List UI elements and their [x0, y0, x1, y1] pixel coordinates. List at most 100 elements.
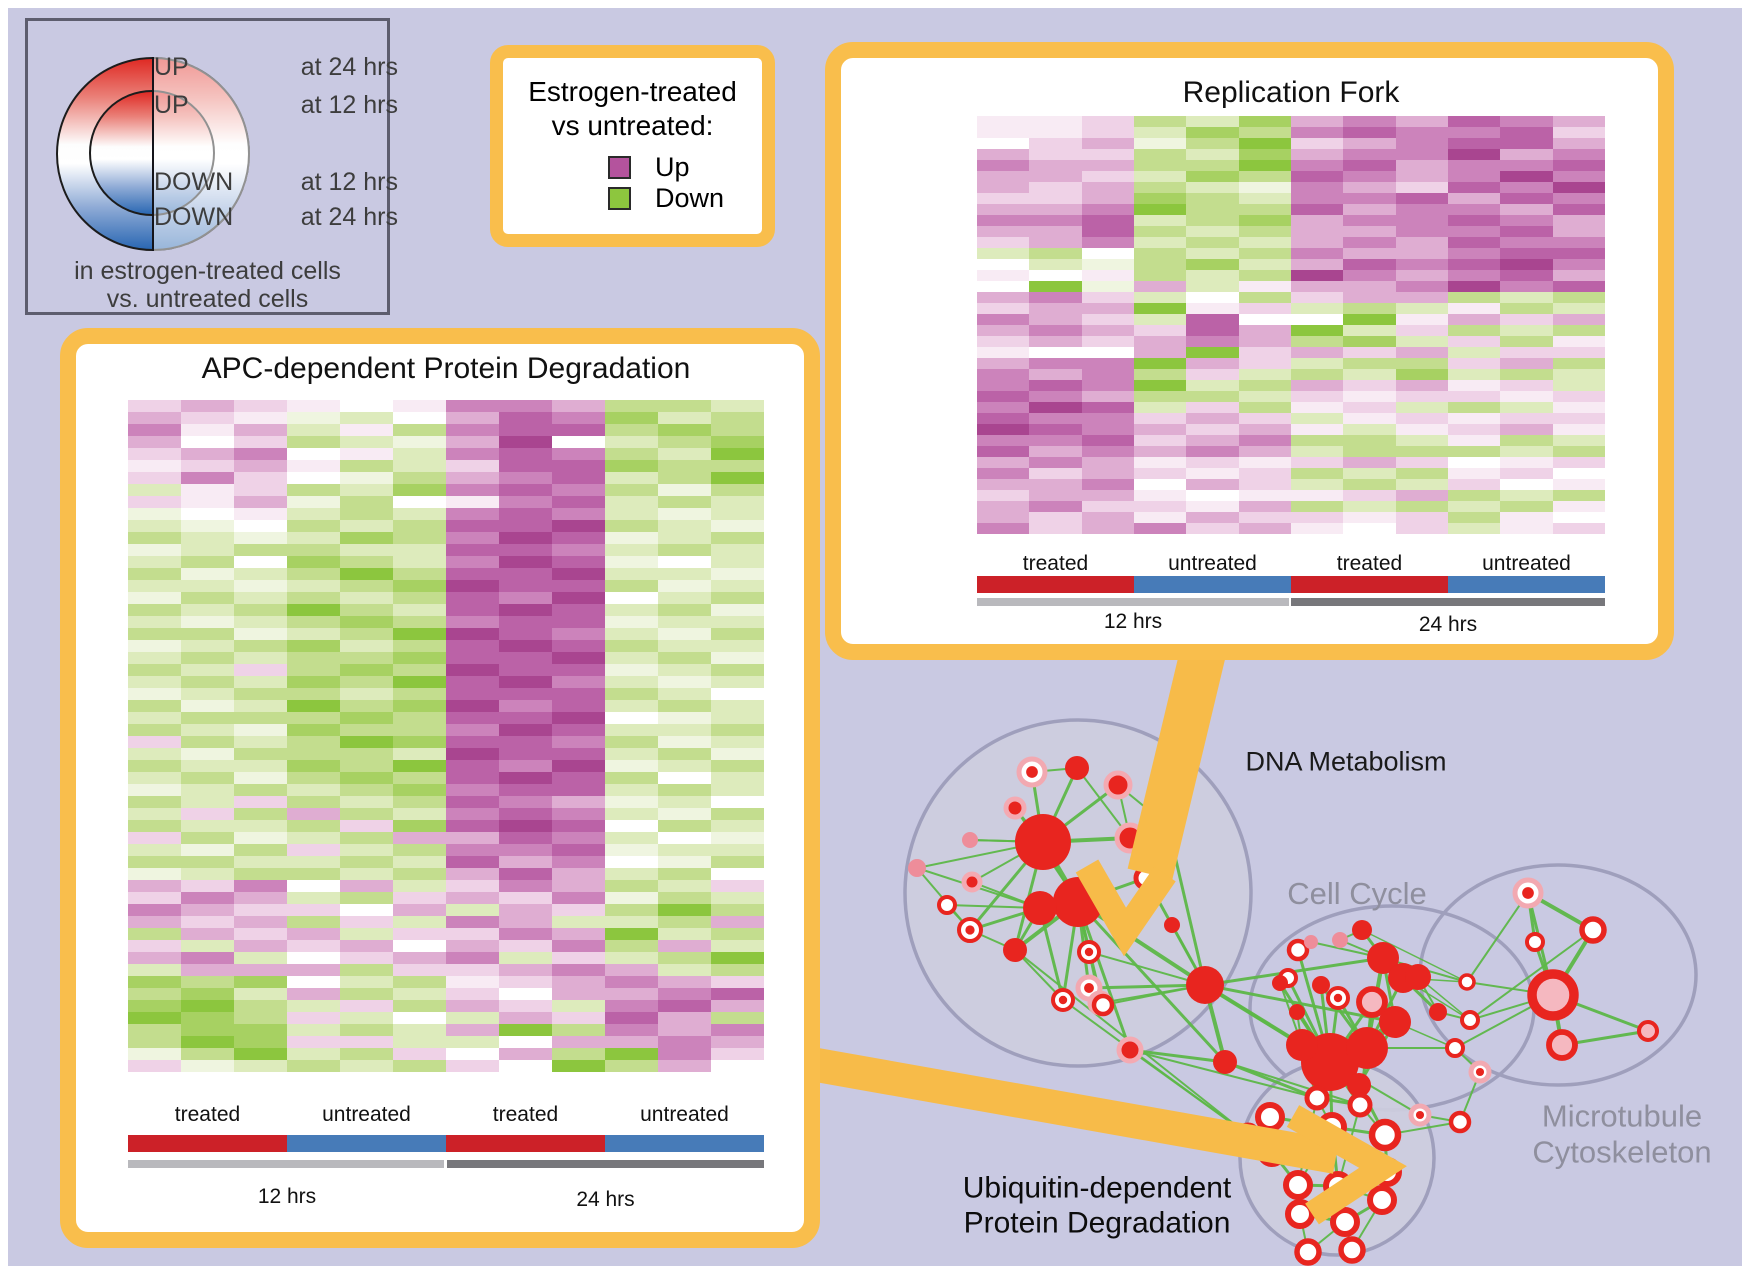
heatmap-cell — [552, 1036, 605, 1048]
heatmap-cell — [1081, 347, 1134, 358]
heatmap-cell — [181, 616, 234, 628]
heatmap-cell — [234, 604, 287, 616]
heatmap-cell — [234, 616, 287, 628]
heatmap-cell — [552, 988, 605, 1000]
heatmap-cell — [393, 448, 446, 460]
heatmap-cell — [1186, 259, 1239, 270]
heatmap-cell — [1133, 512, 1187, 523]
heatmap-cell — [446, 1048, 499, 1060]
heatmap-cell — [1133, 127, 1187, 138]
heatmap-cell — [287, 928, 340, 940]
heatmap-cell — [181, 820, 234, 832]
heatmap-cell — [499, 556, 552, 568]
heatmap-cell — [128, 400, 181, 412]
heatmap-cell — [977, 523, 1030, 534]
heatmap-cell — [977, 149, 1030, 160]
heatmap-cell — [1500, 402, 1553, 413]
heatmap-cell — [711, 952, 764, 964]
heatmap-cell — [658, 1000, 711, 1012]
heatmap-cell — [1029, 259, 1082, 270]
heatmap-cell — [1029, 413, 1082, 424]
time-label-12hrs: 12 hrs — [257, 1185, 317, 1208]
heatmap-cell — [552, 664, 605, 676]
heatmap-cell — [393, 1048, 446, 1060]
heatmap-cell — [605, 532, 658, 544]
heatmap-cell — [499, 664, 552, 676]
heatmap-cell — [1133, 314, 1187, 325]
heatmap-cell — [605, 580, 658, 592]
heatmap-cell — [234, 988, 287, 1000]
heatmap-cell — [658, 556, 711, 568]
heatmap-cell — [1238, 314, 1291, 325]
heatmap-cell — [1029, 523, 1082, 534]
heatmap-cell — [446, 1036, 499, 1048]
heatmap-cell — [499, 736, 552, 748]
heatmap-cell — [977, 380, 1030, 391]
heatmap-cell — [499, 880, 552, 892]
heatmap-cell — [287, 844, 340, 856]
heatmap-cell — [658, 616, 711, 628]
heatmap-cell — [977, 347, 1030, 358]
heatmap-cell — [181, 604, 234, 616]
heatmap-cell — [1081, 501, 1134, 512]
heatmap-cell — [446, 748, 499, 760]
heatmap-cell — [499, 532, 552, 544]
heatmap-cell — [658, 532, 711, 544]
heatmap-cell — [234, 688, 287, 700]
heatmap-cell — [1133, 435, 1187, 446]
heatmap-cell — [605, 676, 658, 688]
heatmap-cell — [711, 640, 764, 652]
heatmap-cell — [1500, 226, 1553, 237]
heatmap-cell — [1133, 215, 1187, 226]
heatmap-cell — [552, 472, 605, 484]
heatmap-cell — [711, 652, 764, 664]
heatmap-cell — [711, 700, 764, 712]
heatmap-cell — [658, 1048, 711, 1060]
cluster-label-text: Cell Cycle — [1287, 876, 1427, 912]
heatmap-cell — [552, 484, 605, 496]
heatmap-cell — [1395, 127, 1448, 138]
heatmap-cell — [1552, 457, 1605, 468]
heatmap-cell — [711, 760, 764, 772]
heatmap-cell — [1395, 292, 1448, 303]
heatmap-cell — [234, 484, 287, 496]
heatmap-cell — [1500, 501, 1553, 512]
heatmap-cell — [499, 904, 552, 916]
heatmap-cell — [1186, 402, 1239, 413]
heatmap-cell — [552, 964, 605, 976]
heatmap-cell — [287, 1024, 340, 1036]
heatmap-cell — [605, 820, 658, 832]
heatmap-cell — [340, 1060, 393, 1072]
heatmap-cell — [1552, 501, 1605, 512]
heatmap-cell — [658, 1060, 711, 1072]
heatmap-cell — [977, 303, 1030, 314]
heatmap-cell — [1395, 413, 1448, 424]
heatmap-cell — [181, 472, 234, 484]
heatmap-cell — [1447, 193, 1501, 204]
heatmap-cell — [605, 688, 658, 700]
heatmap-cell — [340, 832, 393, 844]
heatmap-cell — [658, 436, 711, 448]
heatmap-cell — [446, 568, 499, 580]
heatmap-cell — [1290, 479, 1344, 490]
heatmap-cell — [393, 784, 446, 796]
heatmap-cell — [499, 688, 552, 700]
heatmap-cell — [658, 676, 711, 688]
heatmap-cell — [446, 424, 499, 436]
heatmap-cell — [234, 892, 287, 904]
heatmap-cell — [499, 1060, 552, 1072]
heatmap-cell — [181, 688, 234, 700]
heatmap-cell — [1343, 358, 1396, 369]
heatmap-cell — [1238, 259, 1291, 270]
heatmap-cell — [1238, 391, 1291, 402]
heatmap-cell — [1447, 424, 1501, 435]
heatmap-cell — [711, 1012, 764, 1024]
heatmap-cell — [128, 664, 181, 676]
heatmap-cell — [1029, 204, 1082, 215]
heatmap-cell — [1447, 116, 1501, 127]
heatmap-cell — [605, 748, 658, 760]
heatmap-cell — [181, 520, 234, 532]
heatmap-cell — [1029, 149, 1082, 160]
heatmap-cell — [1186, 369, 1239, 380]
heatmap-cell — [658, 628, 711, 640]
